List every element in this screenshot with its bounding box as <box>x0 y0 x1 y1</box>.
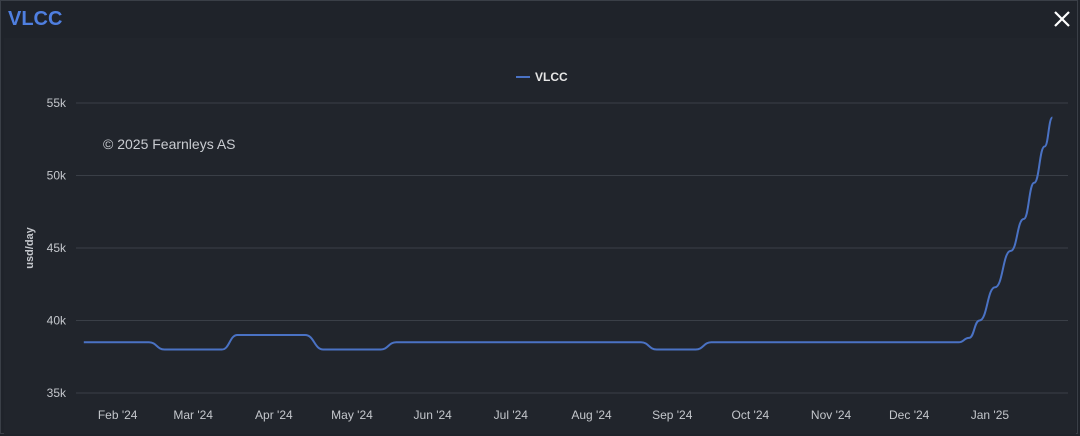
legend[interactable]: VLCC <box>516 70 568 84</box>
x-tick-label: Oct '24 <box>732 408 770 422</box>
y-tick-label: 40k <box>47 314 67 328</box>
close-icon <box>1054 11 1070 27</box>
series-line-vlcc[interactable] <box>83 116 1054 351</box>
x-tick-label: Aug '24 <box>571 408 612 422</box>
x-tick-label: Jul '24 <box>494 408 529 422</box>
x-axis-ticks: Feb '24 Mar '24 Apr '24 May '24 Jun '24 Jul '… <box>98 408 1010 422</box>
x-tick-label: Jun '24 <box>414 408 453 422</box>
chart-panel: 35k 40k 45k 50k 55k Feb '24 Mar '24 Apr '24 May… <box>4 38 1076 434</box>
x-tick-label: Dec '24 <box>889 408 930 422</box>
y-tick-label: 45k <box>47 241 67 255</box>
window-title: VLCC <box>8 8 63 30</box>
grid-layer <box>76 102 1068 394</box>
line-chart: 35k 40k 45k 50k 55k Feb '24 Mar '24 Apr '24 May… <box>24 70 1068 422</box>
watermark: © 2025 Fearnleys AS <box>103 136 236 152</box>
y-axis-label: usd/day <box>24 226 36 268</box>
close-button[interactable] <box>1052 6 1072 30</box>
y-tick-label: 35k <box>47 386 67 400</box>
x-tick-label: Sep '24 <box>652 408 693 422</box>
legend-label: VLCC <box>535 70 568 84</box>
series-layer <box>83 116 1054 351</box>
x-tick-label: Nov '24 <box>811 408 852 422</box>
y-tick-label: 50k <box>47 169 67 183</box>
x-tick-label: Mar '24 <box>173 408 213 422</box>
x-tick-label: Apr '24 <box>255 408 293 422</box>
x-tick-label: May '24 <box>331 408 373 422</box>
x-tick-label: Jan '25 <box>971 408 1010 422</box>
y-axis-ticks: 35k 40k 45k 50k 55k <box>47 96 67 400</box>
y-tick-label: 55k <box>47 96 67 110</box>
x-tick-label: Feb '24 <box>98 408 138 422</box>
